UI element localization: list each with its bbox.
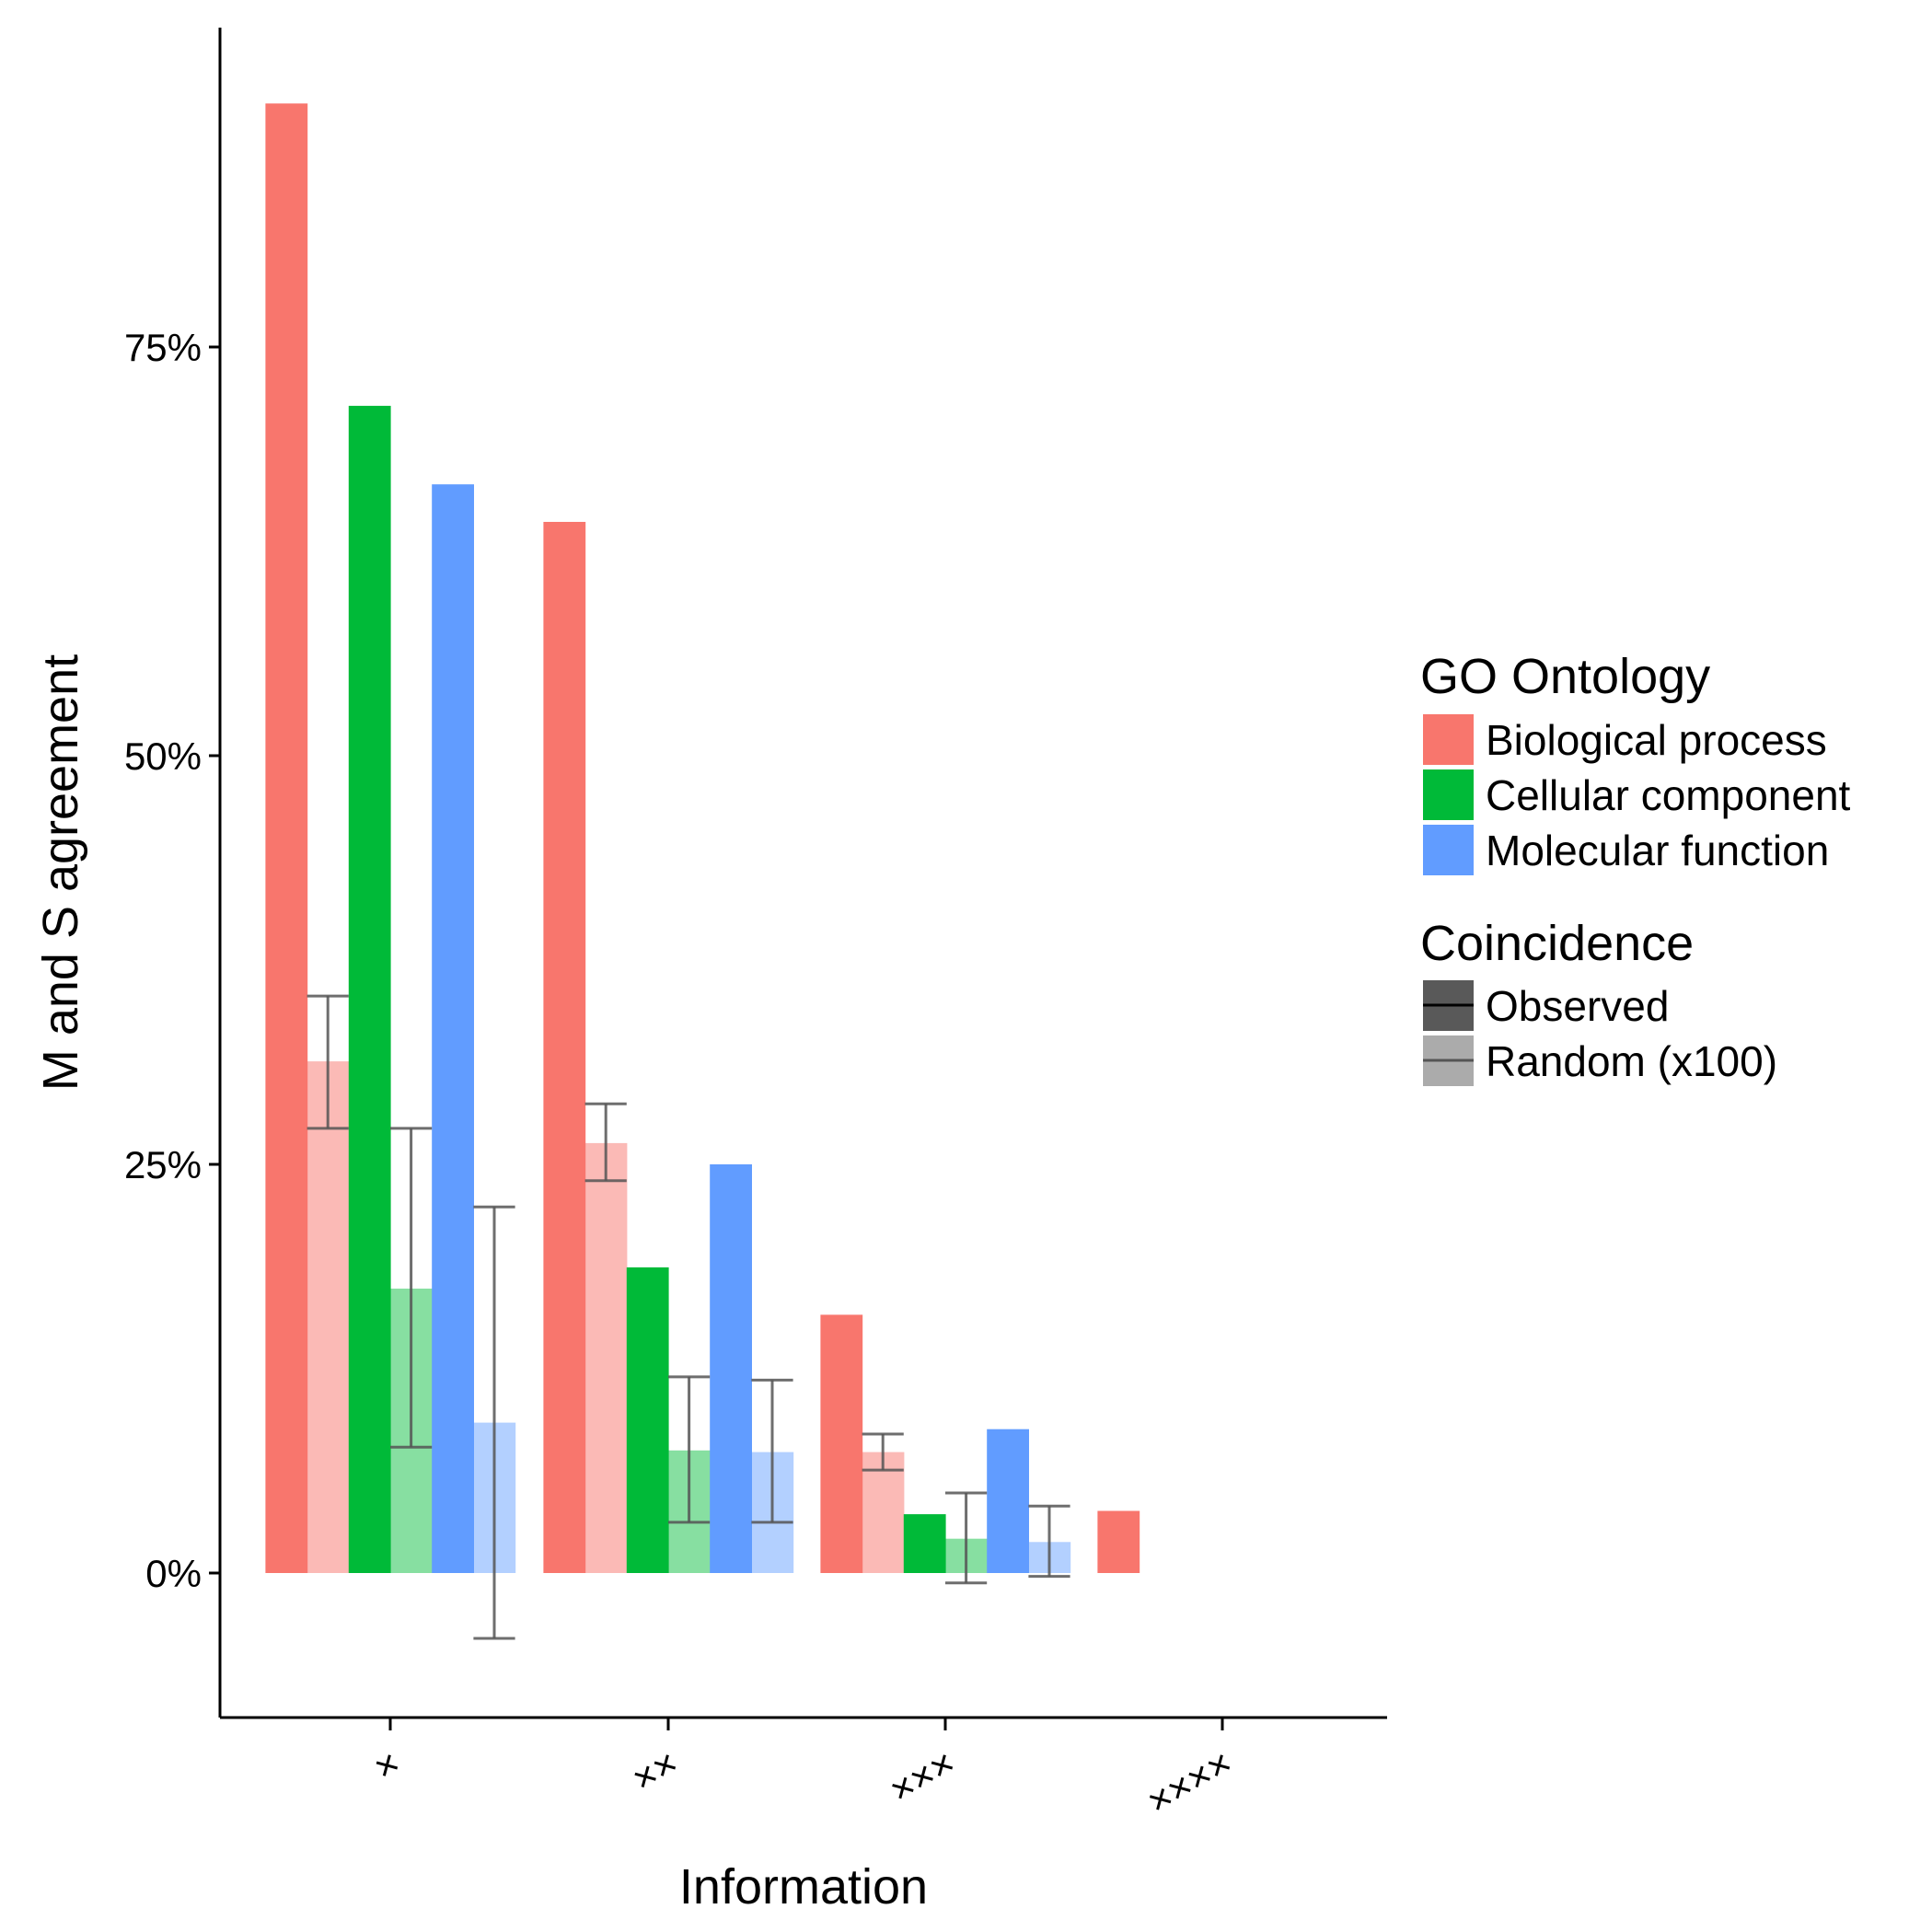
bar-molecular-function-observed-0 bbox=[432, 484, 474, 1574]
bar-cellular-component-observed-0 bbox=[348, 405, 391, 1573]
error-bar bbox=[945, 1491, 988, 1585]
y-tick-label: 25% bbox=[124, 1143, 202, 1186]
bar-molecular-function-observed-1 bbox=[710, 1164, 752, 1573]
y-tick-label: 0% bbox=[145, 1552, 202, 1595]
error-bar bbox=[584, 1102, 627, 1183]
legend-title-ontology: GO Ontology bbox=[1420, 649, 1710, 704]
legend-key-molecular-function bbox=[1423, 825, 1474, 875]
bar-biological-process-observed-0 bbox=[265, 103, 308, 1573]
error-bar bbox=[307, 994, 349, 1130]
error-bar bbox=[390, 1127, 433, 1449]
y-ticks: 0% 25% 50% 75% bbox=[124, 326, 220, 1595]
y-tick-label: 50% bbox=[124, 735, 202, 778]
errorbars-layer bbox=[307, 994, 1070, 1640]
bar-biological-process-observed-3 bbox=[1097, 1510, 1140, 1573]
error-bar bbox=[1028, 1504, 1070, 1579]
bar-cellular-component-observed-2 bbox=[903, 1514, 946, 1573]
bar-cellular-component-observed-1 bbox=[626, 1267, 669, 1573]
bar-biological-process-observed-1 bbox=[543, 522, 586, 1573]
error-bar bbox=[751, 1378, 793, 1524]
bar-biological-process-observed-2 bbox=[820, 1314, 863, 1573]
legend-label-biological-process: Biological process bbox=[1486, 716, 1827, 764]
legend: GO Ontology Biological process Cellular … bbox=[1420, 649, 1851, 1086]
x-tick-label: ×× bbox=[625, 1741, 686, 1800]
legend-label-molecular-function: Molecular function bbox=[1486, 827, 1829, 874]
x-tick-label: × bbox=[366, 1741, 408, 1789]
y-axis-title: M and S agreement bbox=[33, 654, 88, 1091]
legend-label-observed: Observed bbox=[1486, 982, 1669, 1030]
bar-biological-process-random-1 bbox=[584, 1142, 628, 1573]
legend-label-cellular-component: Cellular component bbox=[1486, 771, 1851, 819]
error-bar bbox=[862, 1432, 904, 1472]
error-bar bbox=[473, 1205, 515, 1640]
bars-layer bbox=[265, 103, 1140, 1574]
x-ticks: × ×× ××× ×××× bbox=[366, 1718, 1240, 1823]
x-axis-title: Information bbox=[679, 1859, 928, 1915]
x-tick-label: ××× bbox=[882, 1741, 962, 1812]
legend-key-cellular-component bbox=[1423, 769, 1474, 820]
error-bar bbox=[668, 1375, 711, 1524]
bar-biological-process-random-0 bbox=[307, 1061, 350, 1573]
legend-title-coincidence: Coincidence bbox=[1420, 916, 1694, 971]
legend-label-random: Random (x100) bbox=[1486, 1037, 1777, 1085]
bar-molecular-function-observed-2 bbox=[987, 1429, 1029, 1573]
bar-biological-process-random-2 bbox=[862, 1452, 905, 1573]
legend-key-biological-process bbox=[1423, 714, 1474, 765]
x-tick-label: ×××× bbox=[1140, 1741, 1239, 1823]
y-tick-label: 75% bbox=[124, 326, 202, 369]
